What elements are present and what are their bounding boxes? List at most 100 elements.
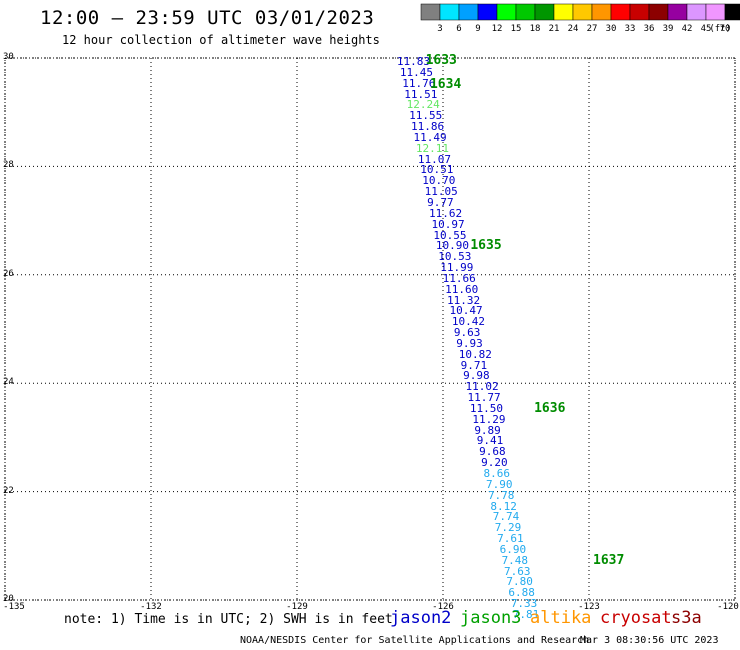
color-scale-tick: 39 <box>663 24 674 34</box>
generation-timestamp: Mar 3 08:30:56 UTC 2023 <box>580 635 719 646</box>
color-scale-tick: 3 <box>437 24 442 34</box>
swh-value-label: 10.90 <box>435 239 469 253</box>
map-border <box>4 57 736 601</box>
longitude-label: -123 <box>578 602 600 612</box>
swh-value-label: 10.47 <box>449 304 483 318</box>
swh-value-label: 6.88 <box>508 586 535 600</box>
swh-value-label: 12.11 <box>415 141 450 155</box>
swh-color-scale: 3 6 9 12 15 18 21 24 27 30 33 36 39 42 45 70(ft) <box>420 3 740 34</box>
swh-value-label: 7.63 <box>504 564 531 578</box>
color-scale-tick: 70 <box>720 24 731 34</box>
swh-value-label: 9.20 <box>481 456 508 470</box>
color-scale-tick: 36 <box>644 24 655 34</box>
swh-value-label: 12.24 <box>406 98 440 112</box>
swh-value-label: 11.62 <box>429 206 463 220</box>
swh-value-label: 11.86 <box>411 120 445 134</box>
swh-value-label: 7.78 <box>487 488 515 502</box>
swh-value-label: 11.45 <box>399 65 433 79</box>
swh-value-label: 9.68 <box>479 445 506 459</box>
pass-time-label: 1636 <box>534 400 566 416</box>
swh-value-label: 10.82 <box>458 347 492 361</box>
pass-time-label: 1635 <box>470 238 502 254</box>
credit-line: NOAA/NESDIS Center for Satellite Applica… <box>240 635 590 646</box>
swh-value-label: 11.60 <box>445 282 479 296</box>
pass-time-label: 1633 <box>425 53 457 68</box>
latitude-label: 22 <box>3 485 14 496</box>
longitude-label: -129 <box>286 602 308 612</box>
swh-value-label: 9.71 <box>460 358 488 372</box>
color-scale-unit: (ft) <box>709 24 731 34</box>
swh-value-label: 11.99 <box>440 261 474 275</box>
swh-value-label: 11.07 <box>417 152 451 166</box>
swh-value-label: 7.61 <box>497 532 524 546</box>
swh-value-label: 8.66 <box>483 467 511 480</box>
satellite-legend-s3a: s3a <box>671 608 702 628</box>
latitude-label: 28 <box>3 160 14 171</box>
swh-value-label: 10.42 <box>451 315 486 329</box>
color-scale-tick: 18 <box>530 24 541 34</box>
satellite-legend-altika: altika <box>530 608 592 628</box>
color-scale-tick: 9 <box>475 24 480 34</box>
pass-time-label: 1634 <box>429 77 462 93</box>
swh-value-label: 6.90 <box>499 542 527 556</box>
page-title: 12:00 – 23:59 UTC 03/01/2023 <box>40 7 375 29</box>
color-scale-tick: 30 <box>606 24 617 34</box>
swh-value-label: 11.50 <box>469 401 504 415</box>
pass-time-label: 1637 <box>593 552 625 568</box>
swh-value-label: 10.70 <box>422 174 456 188</box>
swh-value-label: 10.97 <box>431 217 465 231</box>
swh-value-label: 11.02 <box>465 380 499 394</box>
color-scale-tick: 45 <box>701 24 712 34</box>
swh-value-label: 7.29 <box>494 521 522 535</box>
satellite-legend-jason3: jason3 <box>460 608 522 628</box>
swh-value-label: 10.53 <box>438 250 472 264</box>
swh-value-label: 9.89 <box>474 423 501 437</box>
color-scale-tick: 42 <box>682 24 693 34</box>
swh-value-label: 7.48 <box>501 553 529 567</box>
footer-note: note: 1) Time is in UTC; 2) SWH is in fe… <box>64 612 393 627</box>
color-scale-tick: 24 <box>568 24 579 34</box>
color-scale-tick: 21 <box>549 24 560 34</box>
swh-value-label: 11.66 <box>442 271 476 285</box>
latitude-label: 26 <box>3 268 14 279</box>
swh-value-label: 7.80 <box>506 575 533 589</box>
swh-value-label: 9.98 <box>463 369 490 383</box>
swh-value-label: 11.55 <box>409 109 443 123</box>
swh-value-label: 7.90 <box>485 477 513 491</box>
swh-value-label: 11.29 <box>472 412 506 426</box>
swh-value-label: 9.77 <box>427 196 454 209</box>
map-grid <box>4 57 736 601</box>
page-subtitle: 12 hour collection of altimeter wave hei… <box>62 33 380 47</box>
swh-value-label: 11.51 <box>404 87 438 101</box>
color-scale-tick: 12 <box>492 24 503 34</box>
color-scale-tick: 6 <box>456 24 461 34</box>
swh-value-label: 11.83 <box>396 55 431 69</box>
longitude-label: -126 <box>432 602 454 612</box>
swh-value-label: 9.93 <box>456 336 483 350</box>
swh-value-label: 9.63 <box>453 326 481 340</box>
swh-value-label: 7.74 <box>492 510 520 524</box>
color-scale-tick: 15 <box>511 24 522 34</box>
swh-value-label: 10.55 <box>433 228 467 242</box>
swh-value-label: 11.05 <box>424 185 458 199</box>
color-scale-tick: 33 <box>625 24 636 34</box>
swh-value-label: 11.77 <box>467 391 501 405</box>
color-scale-tick: 27 <box>587 24 598 34</box>
longitude-label: -120 <box>717 602 739 612</box>
longitude-label: -135 <box>3 602 25 612</box>
swh-value-label: 7.81 <box>512 607 540 621</box>
longitude-label: -132 <box>140 602 162 612</box>
swh-value-label: 11.32 <box>447 293 481 307</box>
latitude-label: 30 <box>3 52 14 62</box>
satellite-legend-jason2: jason2 <box>390 608 452 628</box>
swh-value-label: 7.33 <box>510 597 538 611</box>
swh-value-label: 11.76 <box>402 76 436 90</box>
swh-value-label: 10.51 <box>420 163 454 177</box>
swh-value-label: 11.49 <box>413 130 447 144</box>
swh-value-label: 8.12 <box>490 499 517 513</box>
swh-value-label: 9.41 <box>476 434 504 448</box>
satellite-legend-cryosat: cryosat <box>600 608 672 628</box>
color-scale-swatch <box>724 3 740 21</box>
latitude-label: 20 <box>3 594 14 604</box>
